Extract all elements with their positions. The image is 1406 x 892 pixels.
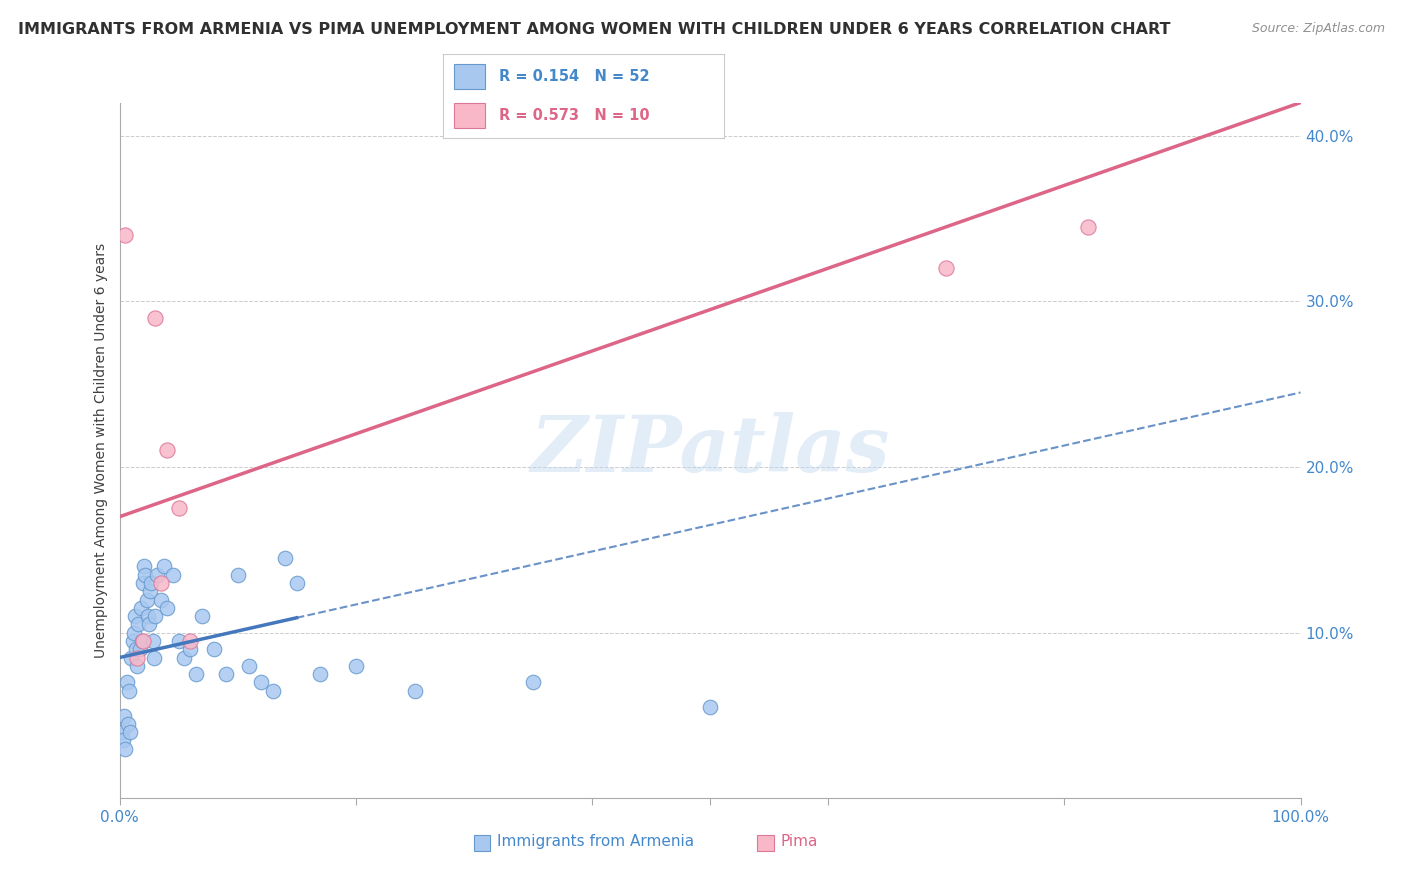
Point [127, 650, 149, 665]
Text: Immigrants from Armenia: Immigrants from Armenia [498, 834, 695, 849]
Point [125, 642, 148, 657]
Text: R = 0.573   N = 10: R = 0.573 N = 10 [499, 108, 650, 123]
Bar [454, 103, 485, 128]
Point [138, 617, 160, 632]
Point [215, 667, 238, 681]
Point [522, 675, 544, 690]
Point [112, 733, 135, 747]
Point [262, 683, 284, 698]
Point [134, 559, 156, 574]
Bar [454, 63, 485, 89]
Point [153, 559, 176, 574]
Point [149, 576, 172, 591]
Point [114, 228, 136, 243]
Text: Pima: Pima [780, 834, 818, 849]
Point [117, 716, 139, 731]
Point [111, 725, 134, 739]
Text: IMMIGRANTS FROM ARMENIA VS PIMA UNEMPLOYMENT AMONG WOMEN WITH CHILDREN UNDER 6 Y: IMMIGRANTS FROM ARMENIA VS PIMA UNEMPLOY… [18, 22, 1171, 37]
Point [309, 667, 332, 681]
Point [173, 650, 195, 665]
Point [122, 625, 145, 640]
Text: ZIPatlas: ZIPatlas [530, 412, 890, 489]
Point [162, 567, 184, 582]
Point [142, 634, 165, 648]
Point [115, 675, 138, 690]
Point [114, 741, 136, 756]
Point [141, 576, 163, 591]
Point [120, 650, 142, 665]
Y-axis label: Unemployment Among Women with Children Under 6 years: Unemployment Among Women with Children U… [94, 243, 108, 658]
Point [238, 658, 260, 673]
Point [202, 642, 225, 657]
Point [149, 592, 172, 607]
Point [344, 658, 367, 673]
Point [146, 567, 169, 582]
Point [167, 634, 190, 648]
Point [127, 658, 149, 673]
Point [186, 667, 208, 681]
Point [124, 609, 146, 624]
Point [142, 650, 165, 665]
Point [143, 609, 166, 624]
Point [128, 642, 150, 657]
Point [120, 725, 142, 739]
Point [129, 600, 152, 615]
Point [156, 600, 179, 615]
Point [167, 501, 190, 516]
Point [935, 261, 957, 276]
Point [179, 642, 201, 657]
Point [285, 576, 308, 591]
Point [112, 708, 135, 723]
Point [226, 567, 249, 582]
FancyBboxPatch shape [474, 835, 491, 851]
Point [132, 634, 155, 648]
Text: Source: ZipAtlas.com: Source: ZipAtlas.com [1251, 22, 1385, 36]
Point [404, 683, 426, 698]
Point [136, 609, 159, 624]
Point [250, 675, 273, 690]
Point [134, 567, 156, 582]
FancyBboxPatch shape [758, 835, 773, 851]
Text: R = 0.154   N = 52: R = 0.154 N = 52 [499, 69, 650, 84]
Point [131, 634, 153, 648]
Point [139, 584, 162, 599]
Point [118, 683, 141, 698]
Point [1077, 219, 1099, 234]
Point [179, 634, 201, 648]
Point [143, 310, 166, 325]
Point [121, 634, 143, 648]
Point [156, 443, 179, 458]
Point [127, 617, 149, 632]
Point [135, 592, 157, 607]
Point [132, 576, 155, 591]
Point [274, 551, 297, 566]
Point [191, 609, 214, 624]
Point [699, 700, 721, 714]
